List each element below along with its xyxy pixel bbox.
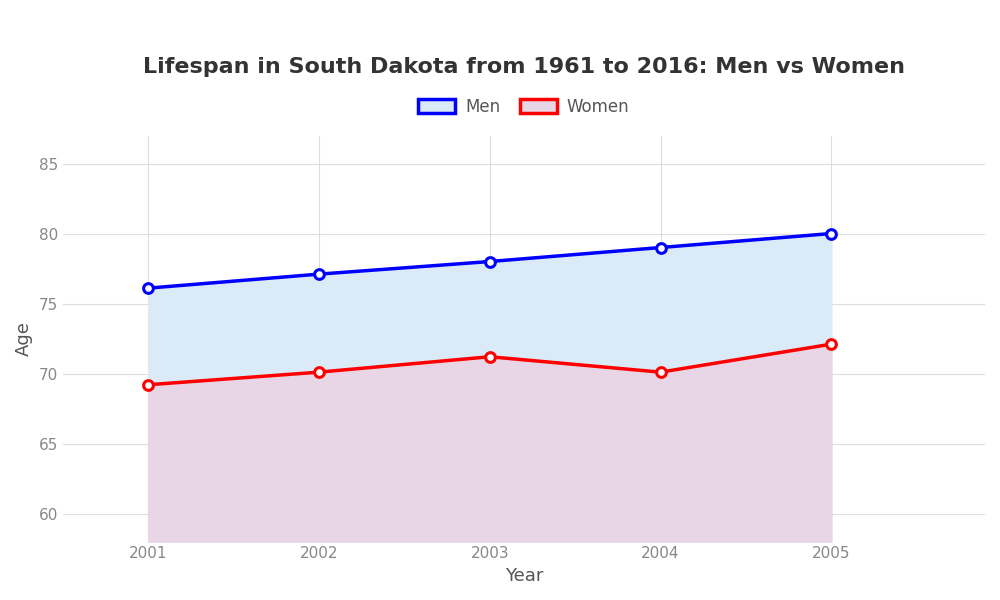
X-axis label: Year: Year [505,567,543,585]
Title: Lifespan in South Dakota from 1961 to 2016: Men vs Women: Lifespan in South Dakota from 1961 to 20… [143,57,905,77]
Legend: Men, Women: Men, Women [412,91,636,122]
Y-axis label: Age: Age [15,321,33,356]
